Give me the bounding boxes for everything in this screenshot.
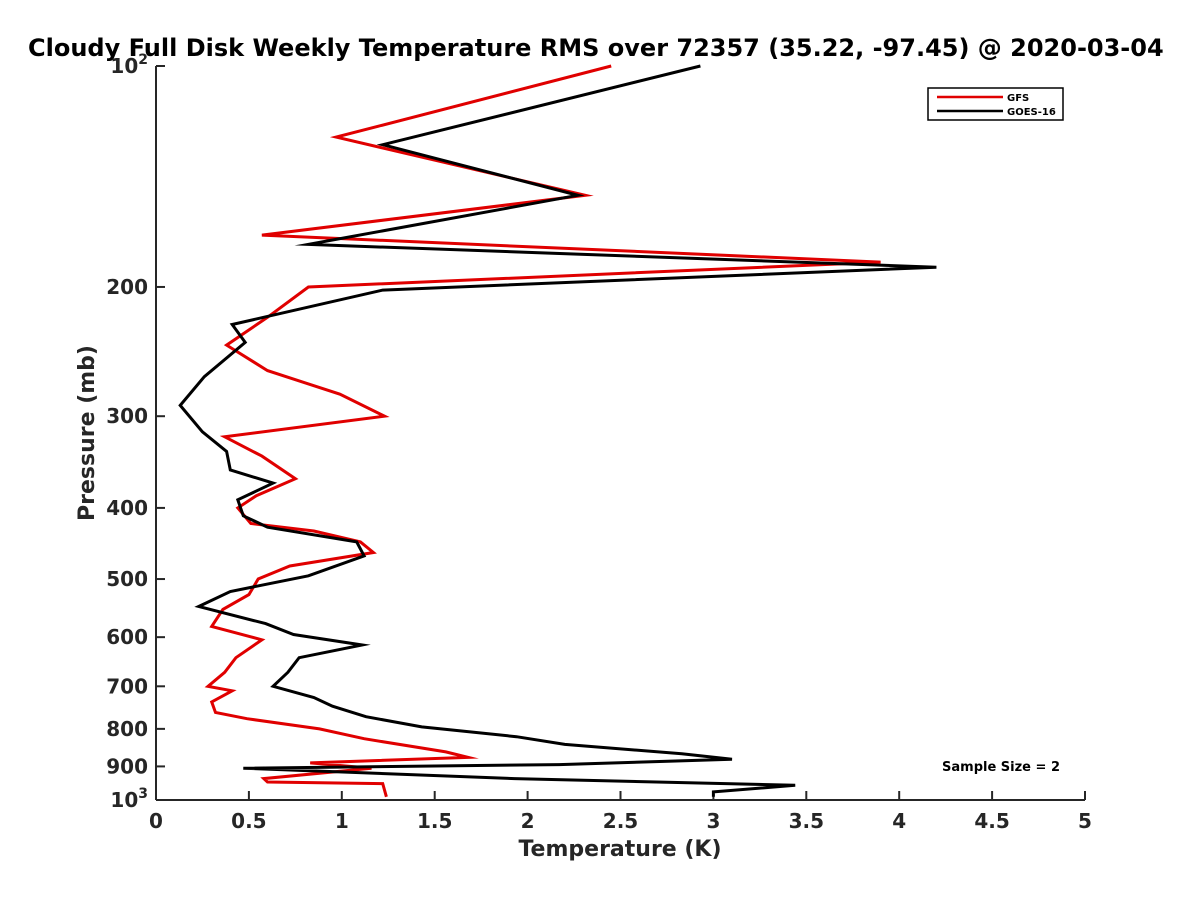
series-lines (178, 64, 937, 798)
series-line-goes-16 (178, 64, 937, 797)
x-tick-label: 1 (335, 809, 349, 833)
legend-box (927, 87, 1064, 121)
x-tick-label: 3 (706, 809, 720, 833)
legend: GFS GOES-16 (927, 87, 1064, 121)
y-tick-label: 103 (110, 786, 148, 812)
x-tick-label: 0 (149, 809, 163, 833)
y-tick-label: 500 (106, 567, 148, 591)
y-tick-label: 102 (110, 52, 148, 78)
x-tick-label: 1.5 (417, 809, 452, 833)
x-tick-label: 2 (521, 809, 535, 833)
y-tick-label: 600 (106, 625, 148, 649)
y-tick-label: 900 (106, 754, 148, 778)
sample-size-annotation: Sample Size = 2 (942, 760, 1060, 775)
x-tick-label: 2.5 (603, 809, 638, 833)
y-axis-ticks: 102 200 300 400 500 600 700 800 900 103 (106, 52, 165, 812)
y-tick-label: 400 (106, 496, 148, 520)
y-tick-label: 300 (106, 404, 148, 428)
y-axis-label: Pressure (mb) (75, 345, 100, 521)
y-tick-label: 700 (106, 674, 148, 698)
plot-area (156, 66, 1085, 800)
legend-entry-label: GOES-16 (1007, 107, 1056, 118)
x-tick-label: 5 (1078, 809, 1092, 833)
y-tick-label: 200 (106, 275, 148, 299)
x-tick-label: 3.5 (789, 809, 824, 833)
x-tick-label: 4.5 (974, 809, 1009, 833)
series-line-gfs (204, 64, 881, 798)
x-tick-label: 4 (892, 809, 906, 833)
legend-entry-label: GFS (1007, 93, 1029, 104)
y-tick-label: 800 (106, 717, 148, 741)
x-axis-label: Temperature (K) (518, 837, 721, 862)
chart-title: Cloudy Full Disk Weekly Temperature RMS … (28, 34, 1164, 62)
x-tick-label: 0.5 (231, 809, 266, 833)
